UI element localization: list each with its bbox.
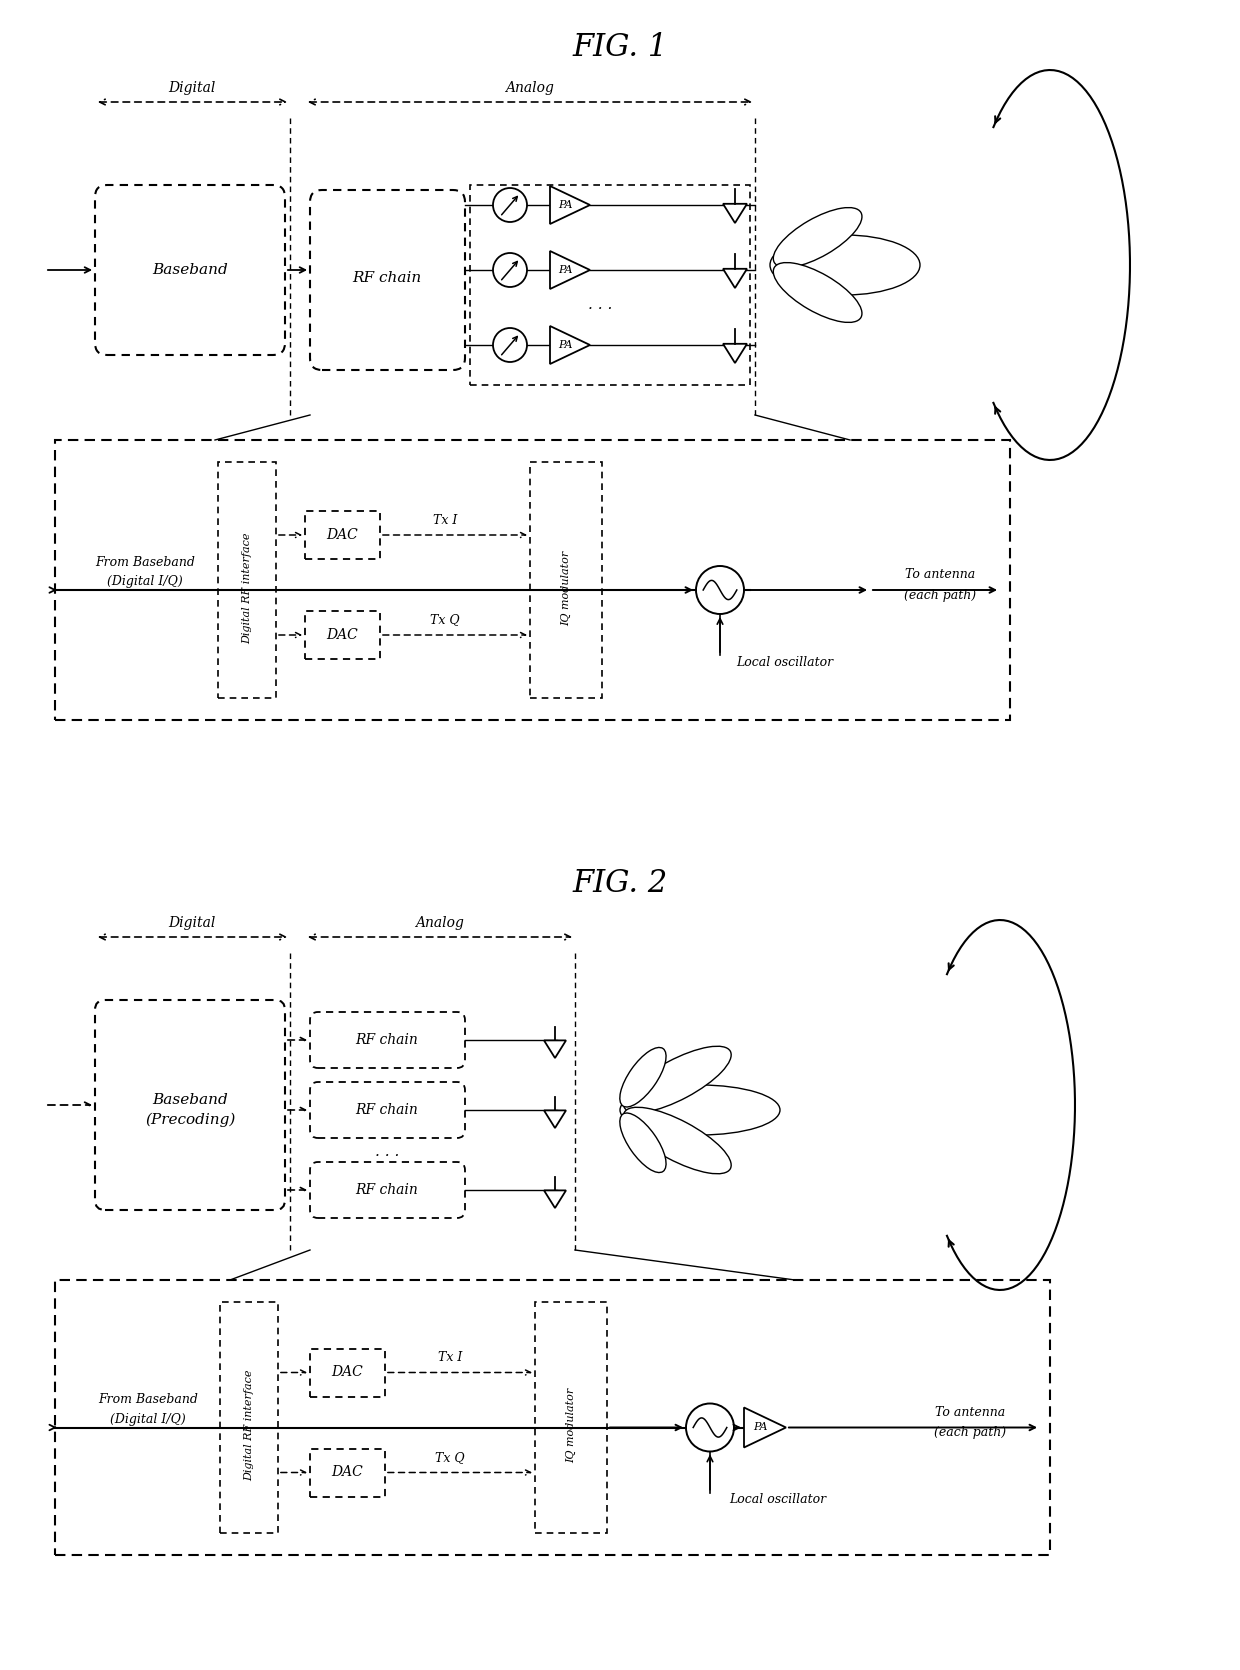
- Text: PA: PA: [558, 200, 573, 210]
- Text: Tx I: Tx I: [438, 1351, 463, 1364]
- Ellipse shape: [620, 1112, 666, 1172]
- Polygon shape: [723, 204, 746, 224]
- Text: Local oscillator: Local oscillator: [729, 1493, 827, 1506]
- Text: From Baseband: From Baseband: [95, 556, 195, 568]
- Text: From Baseband: From Baseband: [98, 1393, 198, 1406]
- Bar: [218, 463, 277, 698]
- Text: (Precoding): (Precoding): [145, 1112, 236, 1127]
- Text: PA: PA: [753, 1423, 768, 1433]
- Text: DAC: DAC: [326, 628, 358, 641]
- Text: Digital RF interface: Digital RF interface: [244, 1369, 254, 1481]
- Bar: [55, 1279, 1050, 1555]
- Bar: [305, 511, 379, 559]
- Text: . . .: . . .: [374, 1146, 399, 1159]
- Text: Digital RF interface: Digital RF interface: [242, 533, 252, 643]
- Text: Tx I: Tx I: [433, 513, 458, 526]
- Polygon shape: [551, 326, 590, 364]
- Text: (Digital I/Q): (Digital I/Q): [110, 1413, 186, 1426]
- Polygon shape: [723, 269, 746, 287]
- Text: Tx Q: Tx Q: [430, 613, 460, 626]
- Text: (each path): (each path): [934, 1426, 1006, 1440]
- Ellipse shape: [774, 262, 862, 322]
- Ellipse shape: [624, 1045, 732, 1112]
- Circle shape: [494, 327, 527, 362]
- Bar: [310, 1448, 384, 1496]
- Text: Tx Q: Tx Q: [435, 1451, 465, 1465]
- Bar: [219, 1303, 278, 1533]
- Ellipse shape: [770, 235, 920, 296]
- Bar: [529, 463, 601, 698]
- Ellipse shape: [620, 1047, 666, 1107]
- Polygon shape: [744, 1408, 786, 1448]
- Text: DAC: DAC: [326, 528, 358, 543]
- Text: IQ modulator: IQ modulator: [560, 551, 572, 626]
- Bar: [534, 1303, 608, 1533]
- Bar: [55, 439, 1011, 720]
- Text: To antenna: To antenna: [905, 568, 975, 581]
- Text: Baseband: Baseband: [153, 1092, 228, 1107]
- Text: FIG. 2: FIG. 2: [573, 867, 667, 898]
- FancyBboxPatch shape: [310, 1012, 465, 1069]
- Text: To antenna: To antenna: [935, 1406, 1006, 1419]
- Circle shape: [494, 189, 527, 222]
- Polygon shape: [544, 1111, 565, 1127]
- Bar: [305, 611, 379, 660]
- Text: RF chain: RF chain: [352, 271, 422, 286]
- Text: (each path): (each path): [904, 588, 976, 601]
- Text: Local oscillator: Local oscillator: [737, 656, 833, 668]
- FancyBboxPatch shape: [95, 1000, 285, 1211]
- Text: Baseband: Baseband: [153, 262, 228, 277]
- Text: RF chain: RF chain: [356, 1182, 418, 1197]
- Text: DAC: DAC: [331, 1366, 363, 1379]
- Text: (Digital I/Q): (Digital I/Q): [107, 576, 182, 588]
- Bar: [470, 185, 750, 386]
- FancyBboxPatch shape: [95, 185, 285, 356]
- Circle shape: [686, 1403, 734, 1451]
- Text: Digital: Digital: [169, 917, 216, 930]
- Polygon shape: [551, 250, 590, 289]
- Circle shape: [696, 566, 744, 615]
- Text: RF chain: RF chain: [356, 1034, 418, 1047]
- Polygon shape: [544, 1040, 565, 1059]
- FancyBboxPatch shape: [310, 190, 465, 371]
- Text: RF chain: RF chain: [356, 1102, 418, 1117]
- Text: DAC: DAC: [331, 1466, 363, 1480]
- Ellipse shape: [774, 207, 862, 267]
- Text: IQ modulator: IQ modulator: [565, 1388, 577, 1463]
- Text: PA: PA: [558, 341, 573, 351]
- Polygon shape: [723, 344, 746, 362]
- Text: Analog: Analog: [506, 82, 554, 95]
- Text: Analog: Analog: [415, 917, 465, 930]
- Text: Digital: Digital: [169, 82, 216, 95]
- Text: FIG. 1: FIG. 1: [573, 32, 667, 63]
- FancyBboxPatch shape: [310, 1082, 465, 1137]
- Bar: [310, 1348, 384, 1396]
- Polygon shape: [551, 185, 590, 224]
- Polygon shape: [544, 1191, 565, 1207]
- FancyBboxPatch shape: [310, 1162, 465, 1217]
- Ellipse shape: [624, 1107, 732, 1174]
- Text: . . .: . . .: [588, 297, 613, 312]
- Text: PA: PA: [558, 266, 573, 276]
- Ellipse shape: [620, 1086, 780, 1136]
- Circle shape: [494, 252, 527, 287]
